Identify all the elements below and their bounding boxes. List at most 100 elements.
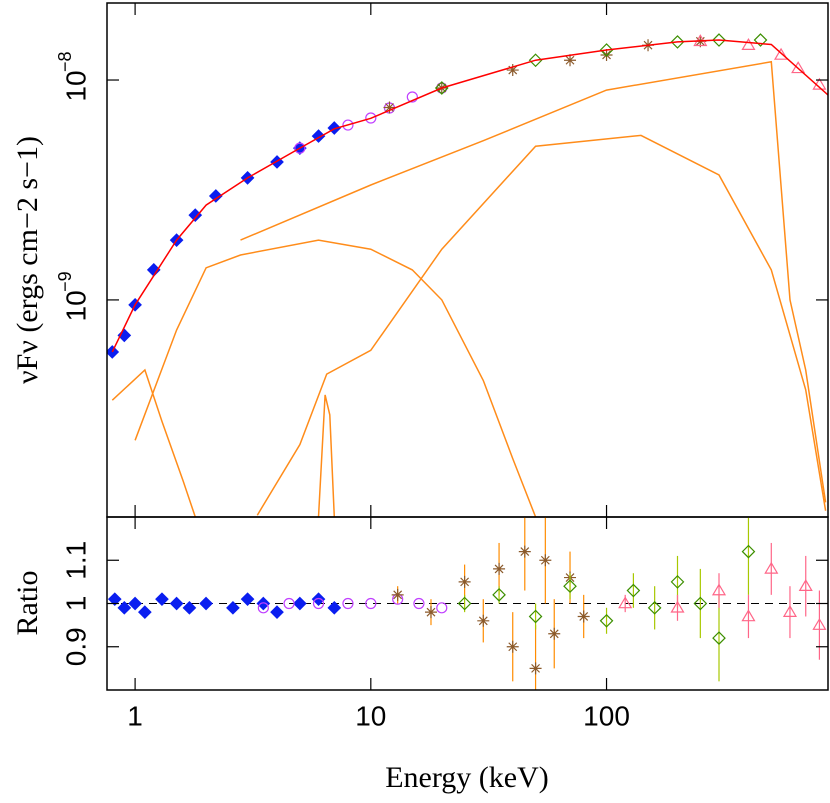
panel-frame	[106, 516, 829, 691]
data-point	[492, 588, 506, 602]
y-tick-label: 1.1	[60, 541, 91, 580]
data-point	[270, 605, 284, 619]
data-point	[383, 101, 396, 114]
data-point	[312, 597, 325, 610]
data-point	[774, 47, 789, 60]
model-line	[256, 134, 827, 516]
data-point	[477, 614, 490, 627]
y-tick-label-text: 0.9	[60, 627, 91, 666]
data-point	[457, 596, 472, 611]
data-point	[458, 575, 471, 588]
model-line	[111, 368, 197, 517]
model-line	[240, 60, 827, 503]
x-axis-label: Energy (keV)	[385, 761, 549, 794]
data-point	[564, 54, 577, 67]
data-point	[199, 596, 213, 611]
y-tick-label-exponent: −9	[55, 271, 75, 292]
data-point	[563, 579, 577, 594]
data-point	[693, 596, 708, 611]
model-line	[134, 239, 537, 517]
model-line	[111, 39, 828, 353]
data-point	[107, 345, 120, 359]
data-point	[518, 545, 531, 558]
data-point	[493, 562, 506, 575]
data-point	[599, 613, 614, 628]
data-point	[712, 33, 726, 47]
y-tick-label: 10−8	[55, 51, 92, 101]
data-point	[506, 64, 519, 77]
data-point	[226, 600, 240, 615]
plot-area	[107, 33, 828, 517]
data-point	[342, 119, 354, 131]
data-point	[711, 583, 727, 596]
data-point	[240, 592, 255, 607]
y-tick-label-base: 10	[60, 290, 91, 321]
y-tick-label-text: 1	[60, 596, 91, 612]
data-point	[548, 627, 561, 640]
data-point	[528, 609, 543, 624]
data-point	[182, 600, 197, 615]
data-point	[670, 600, 685, 613]
data-point	[529, 662, 542, 675]
y-tick-label: 1	[60, 596, 91, 612]
data-point	[169, 596, 184, 611]
data-point	[600, 48, 613, 61]
data-point	[257, 602, 269, 614]
data-point	[424, 606, 437, 619]
data-point	[798, 579, 813, 591]
y-axis-label: νFν (ergs cm−2 s−1)	[11, 136, 44, 384]
x-tick-label: 100	[583, 700, 630, 731]
data-point	[626, 583, 641, 598]
data-point	[155, 592, 169, 607]
model-line	[317, 394, 336, 517]
data-point	[791, 61, 806, 74]
data-point	[741, 38, 756, 50]
data-point	[647, 600, 662, 615]
y-tick-label-base: 10	[60, 70, 91, 101]
plot-area	[107, 517, 828, 690]
data-point	[812, 617, 827, 630]
data-point	[311, 592, 326, 607]
data-point	[539, 554, 552, 567]
data-point	[283, 597, 295, 610]
data-point	[436, 602, 448, 614]
data-point	[294, 142, 306, 154]
data-point	[618, 596, 633, 609]
data-point	[117, 600, 132, 615]
data-point	[506, 640, 519, 653]
data-point	[128, 596, 142, 611]
data-point	[413, 597, 425, 610]
data-point	[670, 575, 685, 589]
y-axis-label: Ratio	[11, 571, 44, 636]
data-point	[365, 597, 377, 610]
data-point	[577, 610, 590, 623]
data-point	[365, 112, 377, 124]
data-point	[256, 596, 271, 611]
x-tick-label: 1	[127, 700, 143, 731]
data-point	[107, 592, 122, 607]
data-point	[528, 53, 543, 68]
data-point	[670, 35, 685, 49]
data-point	[293, 596, 307, 611]
data-point	[712, 631, 726, 645]
y-tick-label: 10−9	[55, 271, 92, 321]
data-point	[753, 33, 768, 47]
y-tick-label-text: 1.1	[60, 541, 91, 580]
data-point	[208, 189, 223, 203]
data-point	[599, 43, 614, 57]
y-tick-label-exponent: −8	[55, 51, 75, 72]
data-point	[741, 609, 756, 622]
data-point	[782, 604, 798, 617]
x-tick-label: 10	[355, 700, 386, 731]
y-tick-label: 0.9	[60, 627, 91, 666]
data-point	[138, 605, 152, 619]
data-point	[342, 597, 354, 610]
data-point	[391, 588, 404, 601]
data-point	[764, 561, 779, 574]
data-point	[188, 208, 203, 222]
data-point	[327, 600, 342, 615]
data-point	[434, 81, 449, 95]
data-point	[406, 91, 418, 103]
data-point	[741, 544, 756, 559]
